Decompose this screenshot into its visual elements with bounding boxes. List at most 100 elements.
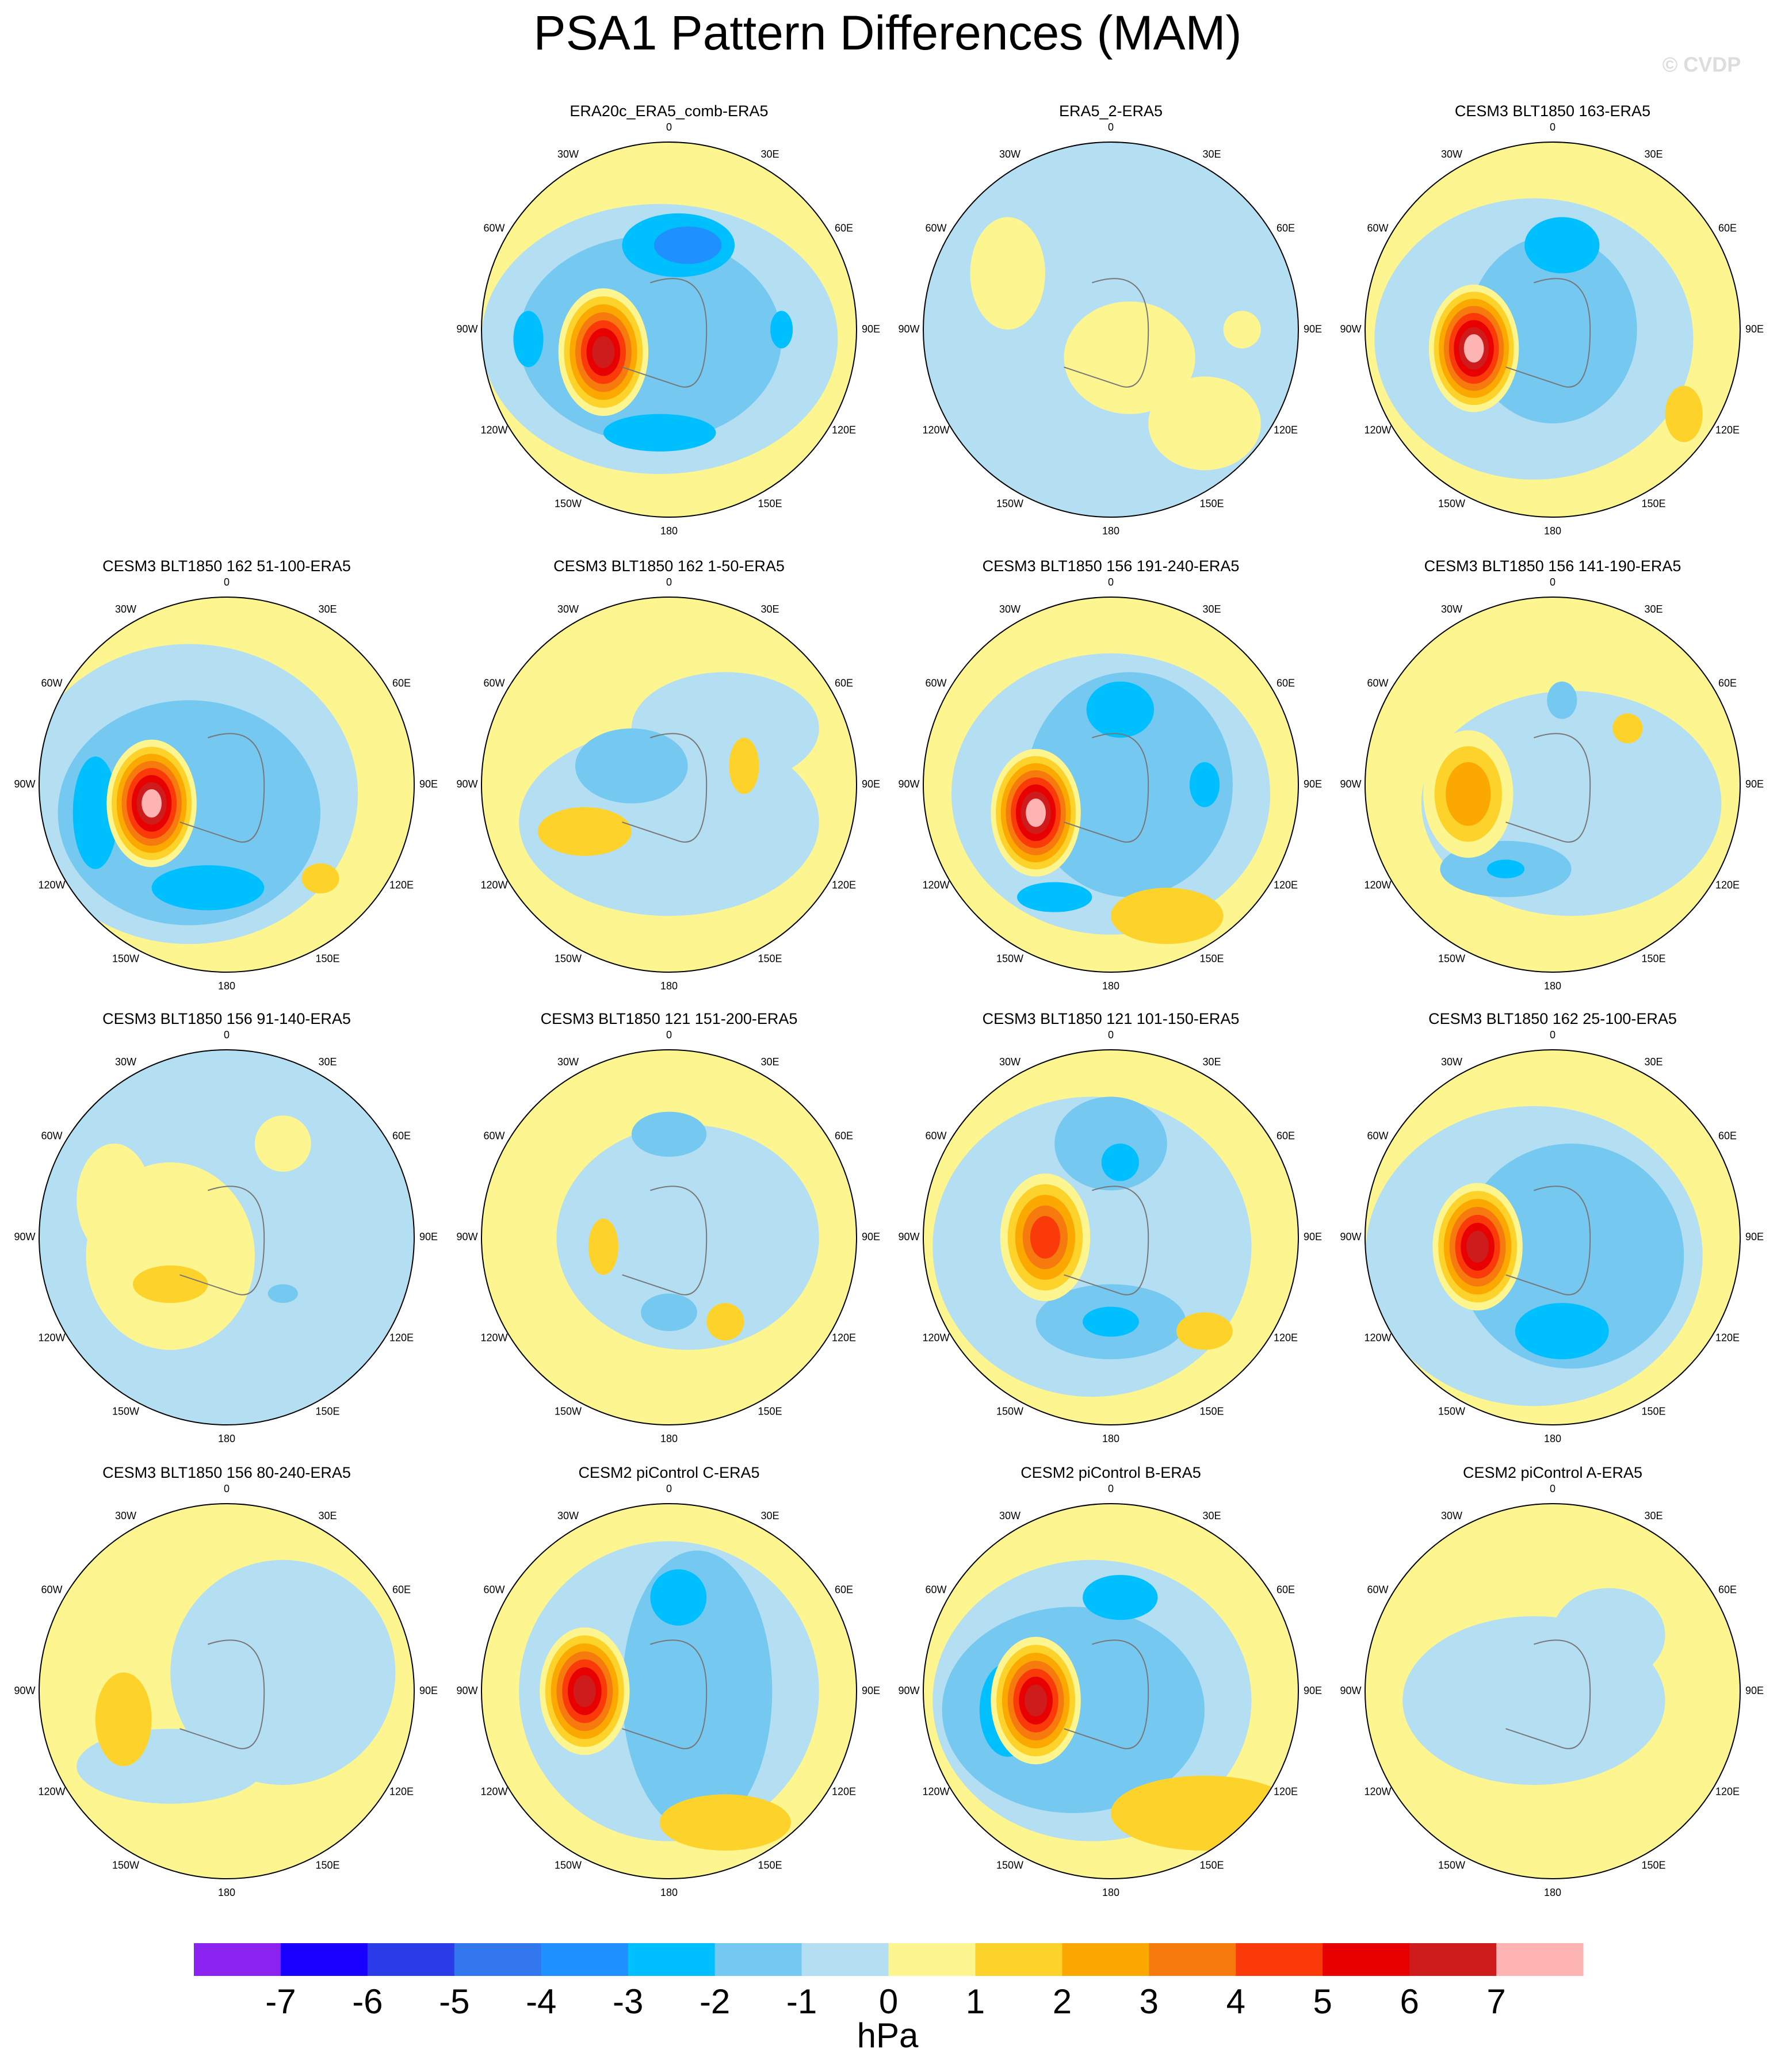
lon-label: 60E — [835, 1584, 853, 1595]
lon-label: 30E — [318, 1510, 337, 1521]
lon-label: 120W — [923, 1332, 950, 1343]
contour-region — [1148, 376, 1261, 471]
lon-label: 30E — [318, 1056, 337, 1068]
lon-label: 150E — [758, 498, 782, 510]
lon-label: 150E — [315, 1406, 339, 1417]
lon-label: 150W — [555, 1406, 582, 1417]
colorbar-tick-label: 4 — [1226, 1982, 1245, 2021]
map-border — [39, 1049, 415, 1425]
coastline — [179, 733, 265, 843]
lon-label: 150E — [1199, 953, 1224, 965]
coastline — [1505, 278, 1591, 388]
lon-label: 60E — [835, 1130, 853, 1141]
contour-region — [1446, 762, 1491, 826]
lon-label: 90E — [419, 1231, 438, 1243]
contour-region — [1025, 1684, 1048, 1717]
lon-label: 150E — [1641, 498, 1665, 510]
lon-label: 30E — [1202, 603, 1221, 615]
lon-label: 0 — [1108, 121, 1114, 133]
lon-label: 60E — [1276, 222, 1295, 234]
lon-label: 90E — [862, 1685, 880, 1696]
lon-label: 90E — [1304, 778, 1322, 790]
contour-region — [1463, 334, 1484, 363]
lon-label: 30W — [1441, 1510, 1462, 1521]
colorbar: -7 -6 -5 -4 -3 -2 -1 0 1 2 3 4 5 6 7 — [194, 1943, 1584, 2021]
lon-label: 120W — [1365, 879, 1392, 890]
contour-region — [1111, 1775, 1298, 1851]
colorbar-tick-label: -5 — [439, 1982, 469, 2021]
contour-region — [641, 1293, 697, 1331]
lon-label: 150W — [996, 1406, 1023, 1417]
lon-label: 30E — [760, 1510, 779, 1521]
contour-region — [77, 1144, 152, 1256]
lon-label: 60W — [1367, 1130, 1389, 1141]
lon-label: 180 — [1544, 1433, 1561, 1444]
lon-label: 150W — [112, 1406, 139, 1417]
lon-label: 120W — [39, 1786, 66, 1797]
lon-label: 90E — [1745, 323, 1764, 335]
contour-region — [1017, 882, 1092, 912]
contour-field — [923, 142, 1298, 517]
colorbar-box — [801, 1943, 889, 1976]
lon-label: 30W — [999, 603, 1021, 615]
lon-label: 150W — [555, 1860, 582, 1871]
map-border — [923, 1503, 1299, 1879]
colorbar-box — [1496, 1943, 1584, 1976]
contour-region — [142, 789, 162, 818]
contour-region — [301, 863, 339, 894]
lon-label: 30E — [1644, 1056, 1662, 1068]
panel-title: CESM3 BLT1850 121 101-150-ERA5 — [983, 1010, 1240, 1027]
panel-title: CESM3 BLT1850 162 51-100-ERA5 — [102, 557, 351, 575]
lon-label: 120W — [39, 879, 66, 890]
map-border — [1365, 142, 1741, 518]
contour-region — [1054, 1096, 1167, 1191]
contour-region — [1086, 681, 1154, 738]
lon-label: 30W — [1441, 603, 1462, 615]
lon-label: 150E — [315, 953, 339, 965]
lon-label: 150E — [1199, 498, 1224, 510]
panel-title: CESM2 piControl B-ERA5 — [1021, 1464, 1201, 1481]
map-panel: CESM2 piControl B-ERA5 0 30E 60E 90E 120E 150E… — [898, 1464, 1322, 1898]
colorbar-tick-label: -6 — [352, 1982, 383, 2021]
contour-field — [481, 142, 857, 517]
lon-label: 90W — [1340, 778, 1361, 790]
coastline — [1064, 278, 1149, 388]
lon-label: 120W — [481, 1786, 508, 1797]
contour-region — [1189, 762, 1220, 808]
watermark: © CVDP — [1662, 53, 1741, 77]
map-panel: CESM3 BLT1850 162 25-100-ERA5 0 30E 60E 90E 1… — [1340, 1010, 1764, 1444]
lon-label: 30E — [760, 148, 779, 160]
lon-label: 90W — [898, 323, 919, 335]
colorbar-box — [1149, 1943, 1236, 1976]
lon-label: 150E — [758, 1406, 782, 1417]
contour-region — [650, 1569, 707, 1626]
lon-label: 60W — [41, 677, 63, 689]
lon-label: 90W — [14, 1231, 35, 1243]
colorbar-tick-label: -1 — [786, 1982, 817, 2021]
contour-region — [1524, 217, 1600, 274]
contour-region — [1547, 681, 1577, 719]
map-panel: CESM3 BLT1850 156 80-240-ERA5 0 30E 60E 90E 1… — [14, 1464, 438, 1898]
lon-label: 120E — [832, 1332, 856, 1343]
contour-region — [1612, 713, 1643, 744]
lon-label: 60W — [484, 677, 505, 689]
colorbar-tick-label: -3 — [613, 1982, 643, 2021]
coastline — [179, 1639, 265, 1749]
lon-label: 150E — [315, 1860, 339, 1871]
lon-label: 180 — [660, 1433, 678, 1444]
map-panel: CESM3 BLT1850 121 151-200-ERA5 0 30E 60E 90E… — [456, 1010, 880, 1444]
lon-label: 90W — [456, 1685, 477, 1696]
lon-label: 120E — [1715, 1786, 1740, 1797]
map-panel: CESM3 BLT1850 156 91-140-ERA5 0 30E 60E 90E 1… — [14, 1010, 438, 1444]
lon-label: 0 — [224, 1029, 230, 1041]
lon-label: 180 — [1102, 1887, 1119, 1898]
colorbar-box — [367, 1943, 455, 1976]
lon-label: 90E — [1304, 1231, 1322, 1243]
lon-label: 120W — [1365, 424, 1392, 435]
contour-region — [1486, 859, 1525, 878]
lon-label: 60W — [41, 1584, 63, 1595]
lon-label: 120E — [1274, 879, 1298, 890]
